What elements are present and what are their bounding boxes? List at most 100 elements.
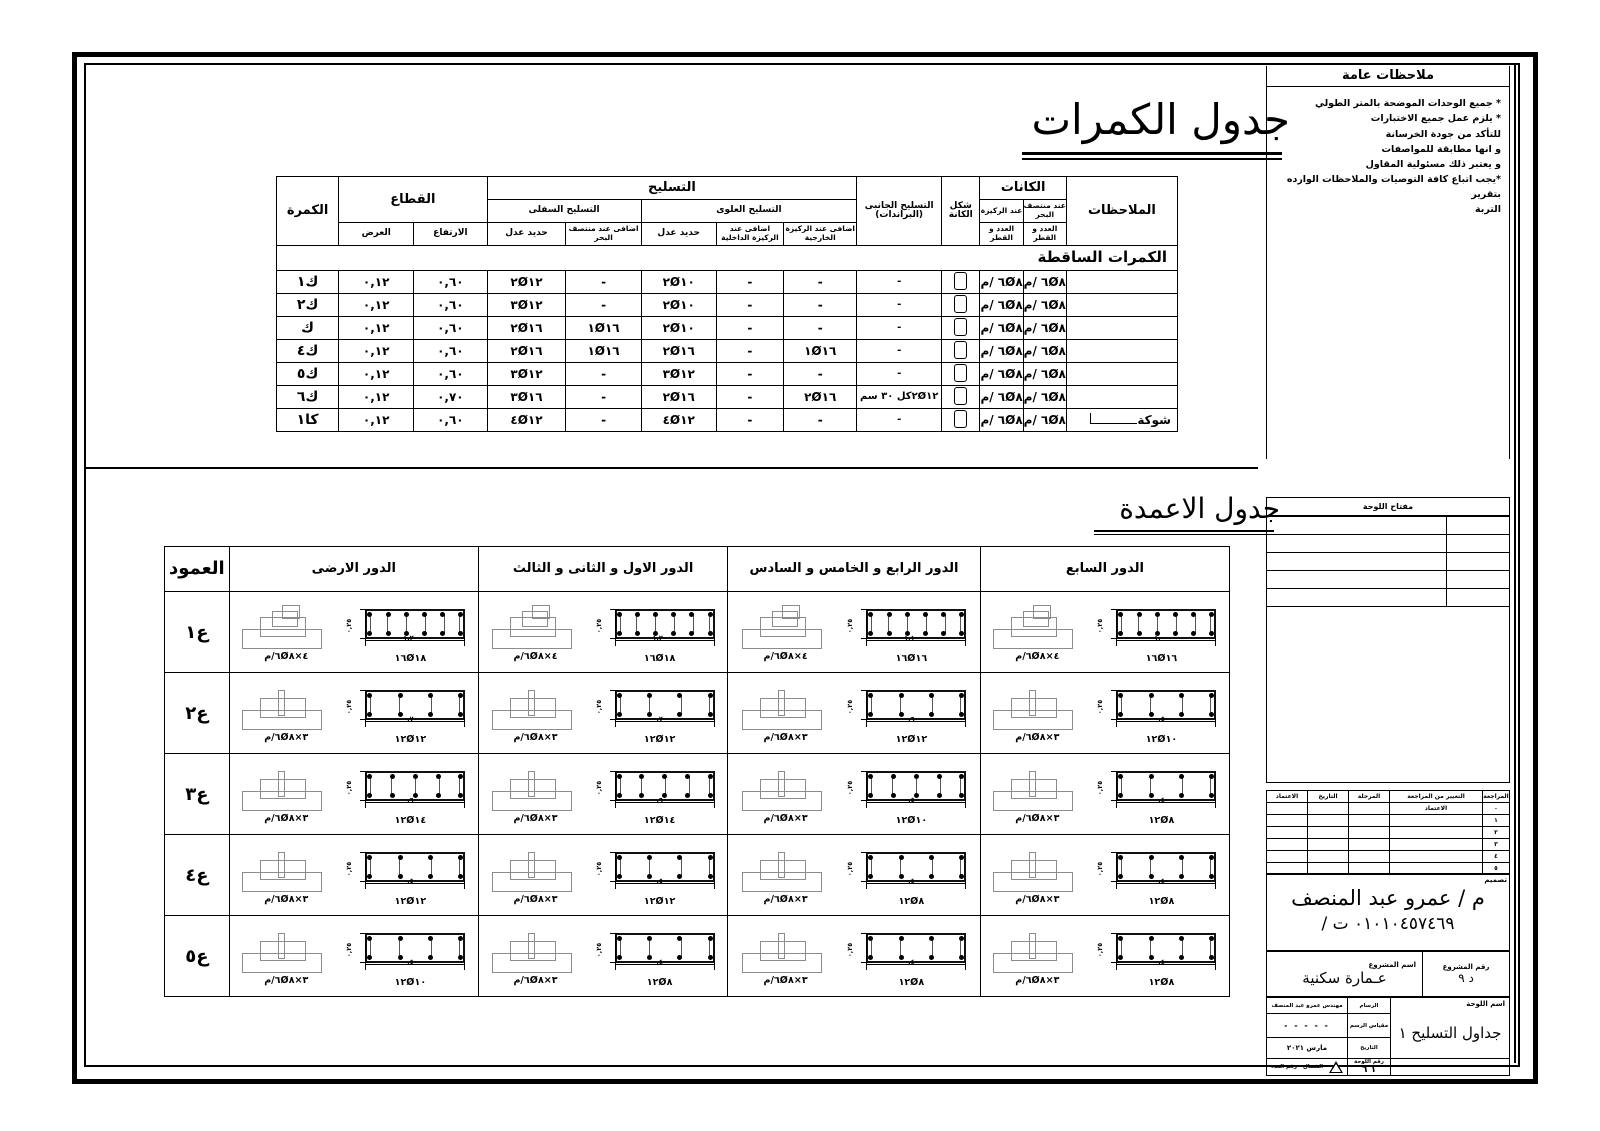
revision-change-desc[interactable] bbox=[1389, 862, 1483, 875]
key-plan-cell-desc[interactable] bbox=[1266, 588, 1447, 607]
revision-change-desc[interactable] bbox=[1389, 850, 1483, 863]
revision-row[interactable]: ٣ bbox=[1266, 838, 1510, 851]
key-plan-row[interactable] bbox=[1266, 588, 1510, 607]
revision-stage[interactable] bbox=[1348, 814, 1390, 827]
section-height-value: ٠,٢٥ bbox=[345, 699, 354, 714]
rebar-dot-icon bbox=[904, 611, 910, 617]
column-detail-cell[interactable]: ٠,٢٥ ٠,٤٠ ١٢Ø٨ ٣×٦Ø٨/م bbox=[979, 753, 1231, 835]
column-detail-cell[interactable]: ٠,٢٥ ١,٠٠ ١٦Ø١٦ ٤×٦Ø٨/م bbox=[979, 591, 1231, 673]
section-width-dimension bbox=[866, 879, 967, 892]
key-plan-cell-code[interactable] bbox=[1446, 516, 1510, 535]
revision-row[interactable]: ٢ bbox=[1266, 826, 1510, 839]
revision-approval[interactable] bbox=[1266, 814, 1308, 827]
column-bars-label: ١٢Ø١٤ bbox=[394, 814, 427, 826]
column-detail-cell[interactable]: ٠,٢٥ ٠,٦٠ ١٢Ø١٤ ٣×٦Ø٨/م bbox=[228, 753, 479, 835]
revision-row[interactable]: ٠ الاعتماد bbox=[1266, 802, 1510, 815]
column-detail-cell[interactable]: ٠,٢٥ ٠,٤٠ ١٢Ø٨ ٣×٦Ø٨/م bbox=[979, 834, 1231, 916]
beam-cell-side-rft: - bbox=[856, 316, 943, 340]
table-row[interactable]: ٦Ø٨ /م ٦Ø٨ /م - - -٢Ø١٠ ١Ø١٦ ٢Ø١٦ ٠,٦٠ ٠,١٢ ك bbox=[275, 316, 1179, 340]
revision-th-stage: المرحلة bbox=[1348, 790, 1390, 803]
revision-approval[interactable] bbox=[1266, 862, 1308, 875]
beam-cell-bottom-extra-mid: ١Ø١٦ bbox=[565, 316, 642, 340]
table-row[interactable]: شوكة ٦Ø٨ /م ٦Ø٨ /م - - -٤Ø١٢-٤Ø١٢ ٠,٦٠ ٠,١٢ كا١ bbox=[275, 408, 1179, 432]
revision-change-desc[interactable] bbox=[1389, 826, 1483, 839]
rebar-dot-icon bbox=[403, 630, 409, 636]
table-row[interactable]: ٠,٢٥ ١,٠٠ ١٦Ø١٦ ٤×٦Ø٨/م ٠,٢٥ ١,١٠ ١٦Ø١٦ ٤×٦Ø٨/م… bbox=[164, 591, 1231, 673]
revision-approval[interactable] bbox=[1266, 850, 1308, 863]
revision-row[interactable]: ١ bbox=[1266, 814, 1510, 827]
revision-stage[interactable] bbox=[1348, 862, 1390, 875]
rebar-dot-icon bbox=[440, 630, 446, 636]
revision-change-desc[interactable]: الاعتماد bbox=[1389, 802, 1483, 815]
key-plan-row[interactable] bbox=[1266, 516, 1510, 535]
section-height-dimension bbox=[1108, 608, 1121, 639]
table-row[interactable]: ٠,٢٥ ٠,٥٠ ١٢Ø١٠ ٣×٦Ø٨/م ٠,٢٥ ٠,٦٠ ١٢Ø١٢ ٣×٦Ø٨/م… bbox=[164, 672, 1231, 754]
revision-date[interactable] bbox=[1307, 862, 1349, 875]
table-row[interactable]: ٦Ø٨ /م ٦Ø٨ /م - - -٣Ø١٢-٣Ø١٢ ٠,٦٠ ٠,١٢ ك٥ bbox=[275, 362, 1179, 386]
table-row[interactable]: ٠,٢٥ ٠,٤٠ ١٢Ø٨ ٣×٦Ø٨/م ٠,٢٥ ٠,٤٠ ١٢Ø٨ ٣×٦Ø٨/م ٠,… bbox=[164, 834, 1231, 916]
column-detail-cell[interactable]: ٠,٢٥ ٠,٥٠ ١٢Ø١٢ ٣×٦Ø٨/م bbox=[228, 834, 479, 916]
column-detail-cell[interactable]: ٠,٢٥ ٠,٧٠ ١٢Ø١٢ ٣×٦Ø٨/م bbox=[477, 672, 729, 754]
column-detail-cell[interactable]: ٠,٢٥ ٠,٧٠ ١٢Ø١٢ ٣×٦Ø٨/م bbox=[228, 672, 479, 754]
revision-date[interactable] bbox=[1307, 838, 1349, 851]
key-plan-cell-code[interactable] bbox=[1446, 552, 1510, 571]
column-stirrups-label: ٣×٦Ø٨/م bbox=[513, 812, 558, 824]
revision-stage[interactable] bbox=[1348, 826, 1390, 839]
key-plan-row[interactable] bbox=[1266, 552, 1510, 571]
revision-change-desc[interactable] bbox=[1389, 838, 1483, 851]
beams-th-stirrups-midspan: عند منتصف البحر bbox=[1022, 199, 1067, 223]
column-stirrups-label: ٤×٦Ø٨/م bbox=[264, 650, 309, 662]
revision-date[interactable] bbox=[1307, 802, 1349, 815]
revision-date[interactable] bbox=[1307, 850, 1349, 863]
key-plan-cell-desc[interactable] bbox=[1266, 534, 1447, 553]
beam-cell-stirrups-support: ٦Ø٨ /م bbox=[979, 293, 1024, 317]
key-plan-cell-code[interactable] bbox=[1446, 534, 1510, 553]
column-detail-cell[interactable]: ٠,٢٥ ٠,٥٠ ١٢Ø١٠ ٣×٦Ø٨/م bbox=[228, 915, 479, 997]
column-detail-cell[interactable]: ٠,٢٥ ١,٢٠ ١٦Ø١٨ ٤×٦Ø٨/م bbox=[477, 591, 729, 673]
beam-cell-bottom-extra-mid: ١Ø١٦ bbox=[565, 339, 642, 363]
column-detail-cell[interactable]: ٠,٢٥ ١,١٠ ١٦Ø١٦ ٤×٦Ø٨/م bbox=[727, 591, 981, 673]
revision-approval[interactable] bbox=[1266, 826, 1308, 839]
section-height-dimension bbox=[1108, 932, 1121, 963]
column-bars-label: ١٢Ø١٢ bbox=[394, 895, 427, 907]
column-detail-cell[interactable]: ٠,٢٥ ٠,٥٠ ١٢Ø١٠ ٣×٦Ø٨/م bbox=[979, 672, 1231, 754]
column-stirrups-label: ٣×٦Ø٨/م bbox=[1015, 974, 1060, 986]
key-plan-row[interactable] bbox=[1266, 570, 1510, 589]
revision-date[interactable] bbox=[1307, 826, 1349, 839]
column-detail-cell[interactable]: ٠,٢٥ ٠,٦٠ ١٢Ø١٤ ٣×٦Ø٨/م bbox=[477, 753, 729, 835]
revision-stage[interactable] bbox=[1348, 850, 1390, 863]
column-detail-cell[interactable]: ٠,٢٥ ٠,٤٠ ١٢Ø٨ ٣×٦Ø٨/م bbox=[979, 915, 1231, 997]
key-plan-cell-desc[interactable] bbox=[1266, 516, 1447, 535]
revision-approval[interactable] bbox=[1266, 838, 1308, 851]
revision-date[interactable] bbox=[1307, 814, 1349, 827]
key-plan-cell-code[interactable] bbox=[1446, 588, 1510, 607]
column-bars-label: ١٢Ø٨ bbox=[898, 895, 925, 907]
table-row[interactable]: ٦Ø٨ /م ٦Ø٨ /م -١Ø١٦-٢Ø١٦ ١Ø١٦ ٢Ø١٦ ٠,٦٠ ٠,١٢ ك٤ bbox=[275, 339, 1179, 363]
table-row[interactable]: ٦Ø٨ /م ٦Ø٨ /م ٢Ø١٢كل ٣٠ سم ٢Ø١٦-٢Ø١٦-٣Ø١٦ ٠,… bbox=[275, 385, 1179, 409]
column-detail-cell[interactable]: ٠,٢٥ ٠,٤٠ ١٢Ø٨ ٣×٦Ø٨/م bbox=[477, 915, 729, 997]
column-section-group: ٠,٢٥ ٠,٤٠ ١٢Ø٨ bbox=[1097, 844, 1220, 907]
column-detail-cell[interactable]: ٠,٢٥ ٠,٥٠ ١٢Ø١٢ ٣×٦Ø٨/م bbox=[477, 834, 729, 916]
table-row[interactable]: ٦Ø٨ /م ٦Ø٨ /م - - -٢Ø١٠-٣Ø١٢ ٠,٦٠ ٠,١٢ ك٢ bbox=[275, 293, 1179, 317]
key-plan-cell-desc[interactable] bbox=[1266, 570, 1447, 589]
column-elevation-icon bbox=[488, 684, 584, 730]
revision-approval[interactable] bbox=[1266, 802, 1308, 815]
columns-th-floor-0: الدور السابع bbox=[979, 546, 1231, 592]
column-detail-cell[interactable]: ٠,٢٥ ١,٢٠ ١٦Ø١٨ ٤×٦Ø٨/م bbox=[228, 591, 479, 673]
table-row[interactable]: ٠,٢٥ ٠,٤٠ ١٢Ø٨ ٣×٦Ø٨/م ٠,٢٥ ٠,٤٠ ١٢Ø٨ ٣×٦Ø٨/م ٠,… bbox=[164, 915, 1231, 997]
column-detail-cell[interactable]: ٠,٢٥ ٠,٦٠ ١٢Ø١٢ ٣×٦Ø٨/م bbox=[727, 672, 981, 754]
table-row[interactable]: ٦Ø٨ /م ٦Ø٨ /م - - -٢Ø١٠-٢Ø١٢ ٠,٦٠ ٠,١٢ ك١ bbox=[275, 270, 1179, 294]
revision-row[interactable]: ٤ bbox=[1266, 850, 1510, 863]
key-plan-row[interactable] bbox=[1266, 534, 1510, 553]
column-detail-cell[interactable]: ٠,٢٥ ٠,٤٠ ١٢Ø٨ ٣×٦Ø٨/م bbox=[727, 834, 981, 916]
revision-stage[interactable] bbox=[1348, 838, 1390, 851]
column-detail-cell[interactable]: ٠,٢٥ ٠,٤٠ ١٢Ø٨ ٣×٦Ø٨/م bbox=[727, 915, 981, 997]
table-row[interactable]: ٠,٢٥ ٠,٤٠ ١٢Ø٨ ٣×٦Ø٨/م ٠,٢٥ ٠,٥٠ ١٢Ø١٠ ٣×٦Ø٨/م ٠… bbox=[164, 753, 1231, 835]
column-cross-section-icon: ٠,٢٥ ٠,٤٠ bbox=[1097, 763, 1220, 813]
column-detail-cell[interactable]: ٠,٢٥ ٠,٥٠ ١٢Ø١٠ ٣×٦Ø٨/م bbox=[727, 753, 981, 835]
revision-change-desc[interactable] bbox=[1389, 814, 1483, 827]
revision-stage[interactable] bbox=[1348, 802, 1390, 815]
key-plan-cell-desc[interactable] bbox=[1266, 552, 1447, 571]
key-plan-cell-code[interactable] bbox=[1446, 570, 1510, 589]
revision-row[interactable]: ٥ bbox=[1266, 862, 1510, 875]
